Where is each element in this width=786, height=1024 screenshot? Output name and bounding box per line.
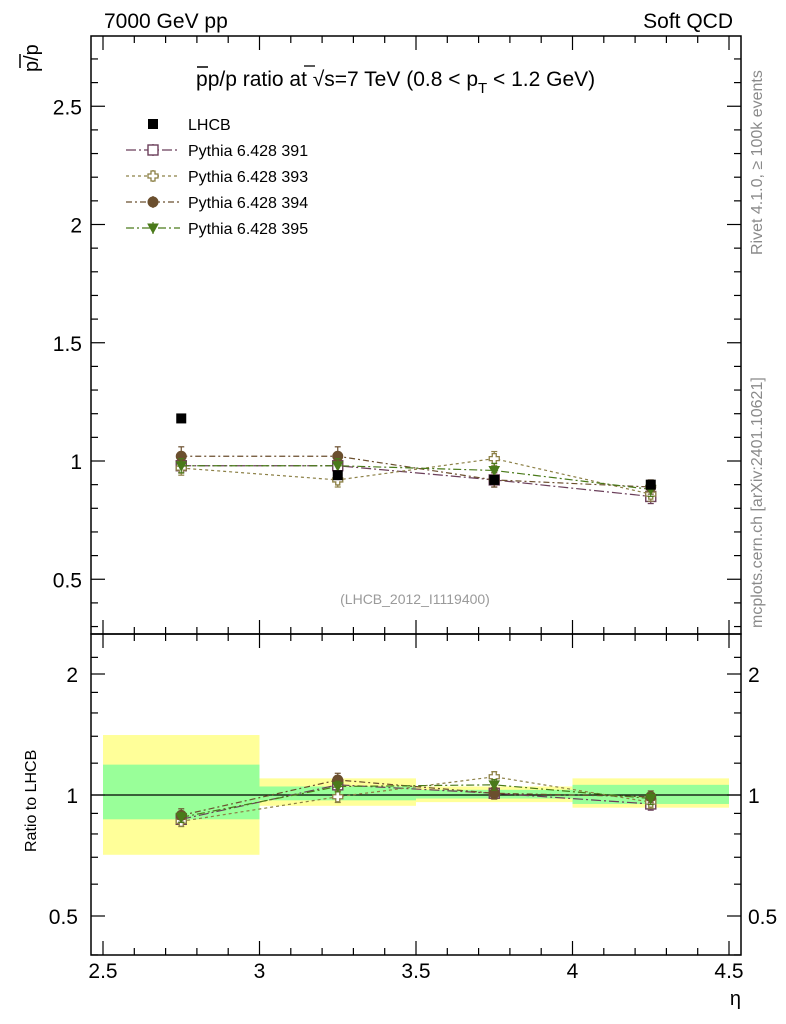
x-tick-label: 3 [254,960,266,983]
series-line [181,465,651,490]
series-point [331,461,344,472]
ratio-series-line [181,776,651,822]
series-line [181,455,651,488]
ratio-point [331,781,344,793]
x-tick-label: 2.5 [88,960,117,983]
legend-label: Pythia 6.428 391 [188,143,308,160]
ratio-y-axis-title: Ratio to LHCB [23,750,40,852]
series-line [181,465,651,498]
ratio-point [175,812,188,824]
main-panel: 0.5 1 1.5 2 2.5 [53,35,742,955]
x-axis-title: η [730,988,741,1010]
ratio-y-tick-label: 0.5 [49,906,78,929]
ratio-point [488,780,501,791]
main-series-group [175,413,657,505]
legend-label: LHCB [188,117,231,134]
ratio-y-tick-label-right: 2 [748,664,760,687]
title-sqrt-sign: √ [313,68,325,91]
y-tick-label: 1.5 [53,333,82,356]
analysis-id: (LHCB_2012_I1119400) [340,591,490,607]
ratio-y-tick-label-right: 0.5 [748,906,777,929]
legend-marker [147,223,159,235]
data-point [489,474,500,485]
legend-label: Pythia 6.428 395 [188,221,308,238]
side-label-bottom: mcplots.cern.ch [arXiv:2401.10621] [749,377,766,628]
series-point [488,452,500,465]
legend: LHCB Pythia 6.428 391 Pythia 6.428 393 Pyth… [126,117,308,238]
legend-marker [147,170,159,182]
ratio-y-tick-label: 1 [66,785,78,808]
ratio-y-tick-label-right: 1 [748,785,760,808]
y-tick-label: 0.5 [53,569,82,592]
data-point [645,479,656,490]
legend-marker [148,119,158,129]
x-tick-label: 4 [567,960,579,983]
side-label-top: Rivet 4.1.0, ≥ 100k events [749,70,766,255]
legend-marker [147,196,159,208]
x-tick-label: 4.5 [714,960,743,983]
ratio-point [332,791,344,803]
ratio-series-group [175,771,657,828]
header-right: Soft QCD [643,10,733,33]
y-tick-label: 1 [70,451,82,474]
title-post: < 1.2 GeV) [487,68,595,91]
header-left: 7000 GeV pp [104,10,228,33]
y-tick-label: 2.5 [53,96,82,119]
series-point [175,461,188,472]
series-line [181,458,651,495]
series-point [488,465,501,477]
legend-label: Pythia 6.428 394 [188,195,308,212]
legend-marker [147,144,159,156]
ratio-panel: 2.5 3 3.5 4 4.5 0.5 0.5 1 1 2 2 [49,633,777,983]
chart-title: pp/p ratio at √s=7 TeV (0.8 < pT < 1.2 G… [196,68,595,97]
x-tick-label: 3.5 [401,960,430,983]
ratio-y-tick-label: 2 [66,664,78,687]
title-root: s=7 TeV (0.8 < p [324,68,478,91]
ratio-point [644,794,657,805]
data-point [332,470,343,481]
title-pbar: p [196,68,208,91]
data-point [176,413,187,424]
y-axis-title: p/p [21,44,43,72]
title-sub: T [478,80,487,97]
legend-label: Pythia 6.428 393 [188,169,308,186]
title-pre: p/p ratio at [208,68,313,91]
ratio-series-line [181,784,651,820]
ratio-series-line [181,779,651,816]
y-tick-label: 2 [70,215,82,238]
